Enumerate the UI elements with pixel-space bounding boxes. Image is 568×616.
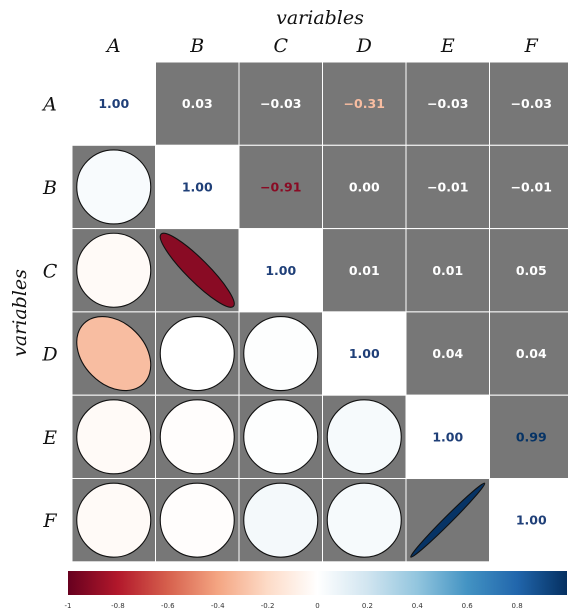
cell-c-c xyxy=(238,228,323,313)
cell-a-f xyxy=(489,61,568,146)
cell-d-e xyxy=(405,311,490,396)
row-labels: A B C D E F xyxy=(41,94,58,533)
colorbar-tick-label: -0.6 xyxy=(161,602,175,610)
colorbar-tick-label: 0.8 xyxy=(512,602,523,610)
ellipse-e-b xyxy=(159,399,235,475)
colorbar-tick-label: 0 xyxy=(315,602,319,610)
ellipse-e-a xyxy=(76,399,152,475)
cell-a-c xyxy=(238,61,323,146)
coef-label-a-f: −0.03 xyxy=(511,96,552,111)
cell-f-f xyxy=(489,478,568,563)
ellipse-d-c xyxy=(243,315,319,392)
correlation-matrix: 1.00 0.03 −0.03 −0.31 −0.03 −0.03 1.00 −0.91 0.0… xyxy=(71,61,568,563)
cell-a-a xyxy=(71,61,156,146)
row-label-d: D xyxy=(41,344,57,366)
colorbar: -1 -0.8 -0.6 -0.4 -0.2 0 0.2 0.4 0.6 0.8 xyxy=(65,571,567,610)
cell-d-d xyxy=(322,311,407,396)
coef-label-d-d: 1.00 xyxy=(349,346,380,361)
coef-label-d-f: 0.04 xyxy=(516,346,547,361)
coef-label-b-f: −0.01 xyxy=(511,179,552,194)
cell-e-e xyxy=(405,394,490,480)
ellipse-f-c xyxy=(243,482,319,558)
colorbar-gradient xyxy=(68,571,567,595)
cell-a-e xyxy=(405,61,490,146)
coef-label-b-c: −0.91 xyxy=(260,179,301,194)
ellipse-f-e xyxy=(410,482,486,558)
row-label-f: F xyxy=(42,510,57,532)
colorbar-tick-label: -0.8 xyxy=(111,602,125,610)
y-axis-title: variables xyxy=(9,269,31,357)
ellipse-c-b xyxy=(159,232,235,308)
cell-a-b xyxy=(155,61,240,146)
colorbar-tick-label: 0.2 xyxy=(362,602,373,610)
coef-label-b-b: 1.00 xyxy=(182,179,213,194)
ellipse-b-a xyxy=(76,149,152,225)
col-label-a: A xyxy=(105,35,121,57)
col-label-f: F xyxy=(524,35,539,57)
colorbar-tick-label: -1 xyxy=(65,602,72,610)
row-label-b: B xyxy=(42,177,57,199)
row-label-e: E xyxy=(42,427,57,449)
coef-label-c-f: 0.05 xyxy=(516,263,547,278)
column-labels: A B C D E F xyxy=(105,35,539,57)
x-axis-title: variables xyxy=(276,7,364,29)
col-label-d: D xyxy=(356,35,372,57)
coef-label-b-e: −0.01 xyxy=(427,179,468,194)
coef-label-e-f: 0.99 xyxy=(516,429,547,444)
cell-d-f xyxy=(489,311,568,396)
ellipse-d-a xyxy=(76,315,152,392)
coef-label-a-b: 0.03 xyxy=(182,96,213,111)
cell-c-f xyxy=(489,228,568,313)
ellipse-e-d xyxy=(326,399,402,475)
col-label-e: E xyxy=(440,35,455,57)
col-label-b: B xyxy=(189,35,204,57)
colorbar-tick-label: 0.4 xyxy=(412,602,424,610)
coef-label-a-e: −0.03 xyxy=(427,96,468,111)
coef-label-a-a: 1.00 xyxy=(98,96,129,111)
cell-b-f xyxy=(489,144,568,230)
coef-label-e-e: 1.00 xyxy=(432,429,463,444)
colorbar-tick-label: -0.2 xyxy=(261,602,275,610)
coef-label-c-d: 0.01 xyxy=(349,263,380,278)
ellipse-f-a xyxy=(76,482,152,558)
row-label-c: C xyxy=(43,260,58,282)
coef-label-f-f: 1.00 xyxy=(516,513,547,528)
coef-label-a-c: −0.03 xyxy=(260,96,301,111)
ellipse-d-b xyxy=(159,315,235,392)
colorbar-tick-label: 0.6 xyxy=(462,602,474,610)
coef-label-a-d: −0.31 xyxy=(344,96,385,111)
coef-label-b-d: 0.00 xyxy=(349,179,380,194)
colorbar-tick-label: -0.4 xyxy=(211,602,225,610)
ellipse-e-c xyxy=(243,399,319,475)
ellipse-f-b xyxy=(159,482,235,558)
ellipse-c-a xyxy=(76,232,152,308)
coef-label-d-e: 0.04 xyxy=(432,346,463,361)
col-label-c: C xyxy=(273,35,288,57)
coef-label-c-c: 1.00 xyxy=(265,263,296,278)
coef-label-c-e: 0.01 xyxy=(432,263,463,278)
cell-c-e xyxy=(405,228,490,313)
cell-a-d xyxy=(322,61,407,146)
ellipse-f-d xyxy=(326,482,402,558)
row-label-a: A xyxy=(41,94,57,116)
